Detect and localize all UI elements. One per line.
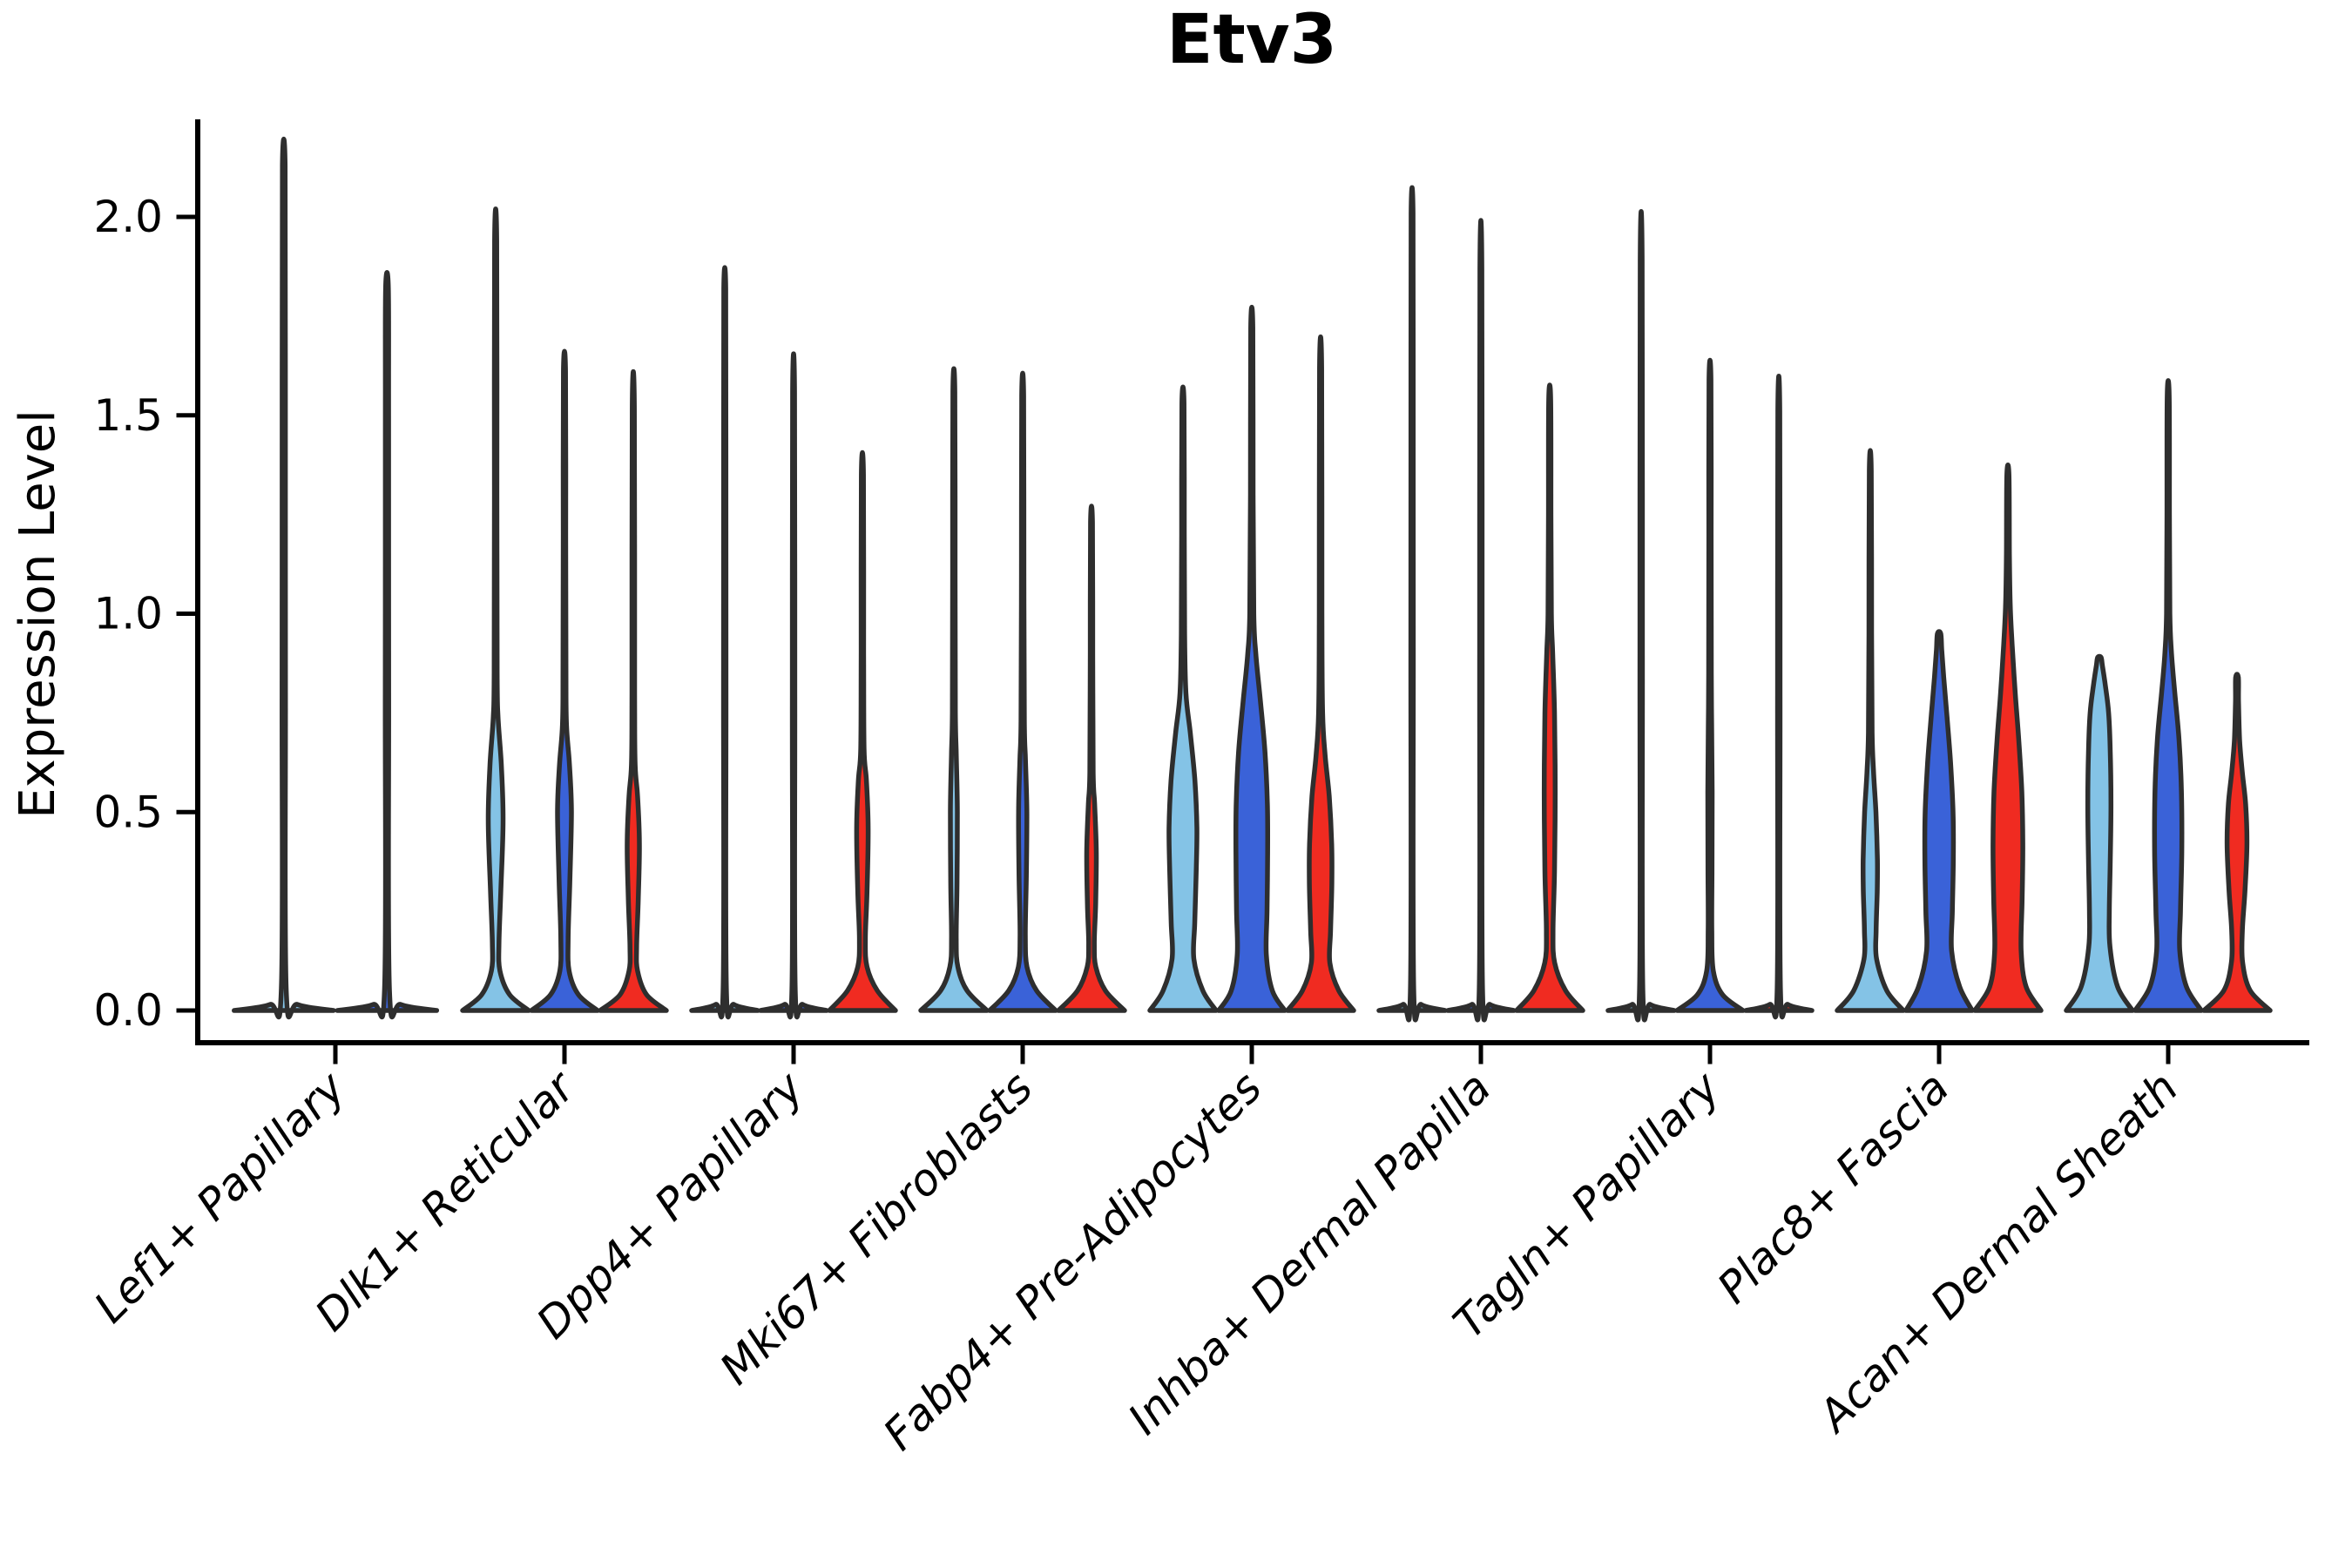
y-tick-label: 2.0: [93, 192, 163, 242]
violin-lightblue: [460, 206, 531, 1013]
violin-red: [2201, 672, 2273, 1013]
y-tick-label: 0.5: [93, 787, 163, 837]
violin-lightblue: [918, 366, 990, 1013]
violin-lightblue: [1835, 448, 1906, 1013]
violin-darkblue: [1903, 629, 1975, 1013]
x-category-label: Lef1+ Papillary: [84, 1061, 355, 1332]
violin-lightblue: [689, 265, 760, 1020]
chart-title: Etv3: [1166, 1, 1337, 79]
violin-red: [1514, 382, 1585, 1013]
x-category-label: Plac8+ Fascia: [1708, 1062, 1959, 1313]
violin-lightblue: [232, 136, 336, 1020]
violin-lightblue: [1605, 209, 1677, 1023]
violin-red: [1056, 504, 1127, 1013]
violin-lightblue: [1147, 384, 1219, 1013]
violin-darkblue: [529, 348, 600, 1013]
y-tick-label: 0.0: [93, 985, 163, 1036]
y-axis-label: Expression Level: [10, 409, 66, 819]
violin-layer: [232, 136, 2273, 1023]
violin-red: [1743, 374, 1815, 1020]
violin-red: [827, 450, 898, 1013]
violin-lightblue: [1376, 185, 1448, 1023]
violin-lightblue: [2064, 653, 2135, 1013]
x-category-label: Acan+ Dermal Sheath: [1808, 1062, 2188, 1443]
violin-darkblue: [335, 270, 440, 1020]
violin-darkblue: [1216, 305, 1288, 1013]
x-category-label: Inhba+ Dermal Papilla: [1119, 1062, 1500, 1443]
violin-red: [598, 369, 669, 1013]
y-tick-label: 1.0: [93, 589, 163, 639]
y-tick-label: 1.5: [93, 390, 163, 441]
x-category-label: Fabp4+ Pre-Adipocytes: [874, 1062, 1272, 1460]
violin-darkblue: [1445, 218, 1517, 1023]
violin-red: [1285, 335, 1356, 1013]
violin-darkblue: [758, 351, 829, 1020]
violin-darkblue: [1674, 357, 1746, 1013]
violin-darkblue: [2132, 378, 2204, 1013]
violin-darkblue: [987, 370, 1058, 1013]
violin-red: [1972, 462, 2044, 1013]
